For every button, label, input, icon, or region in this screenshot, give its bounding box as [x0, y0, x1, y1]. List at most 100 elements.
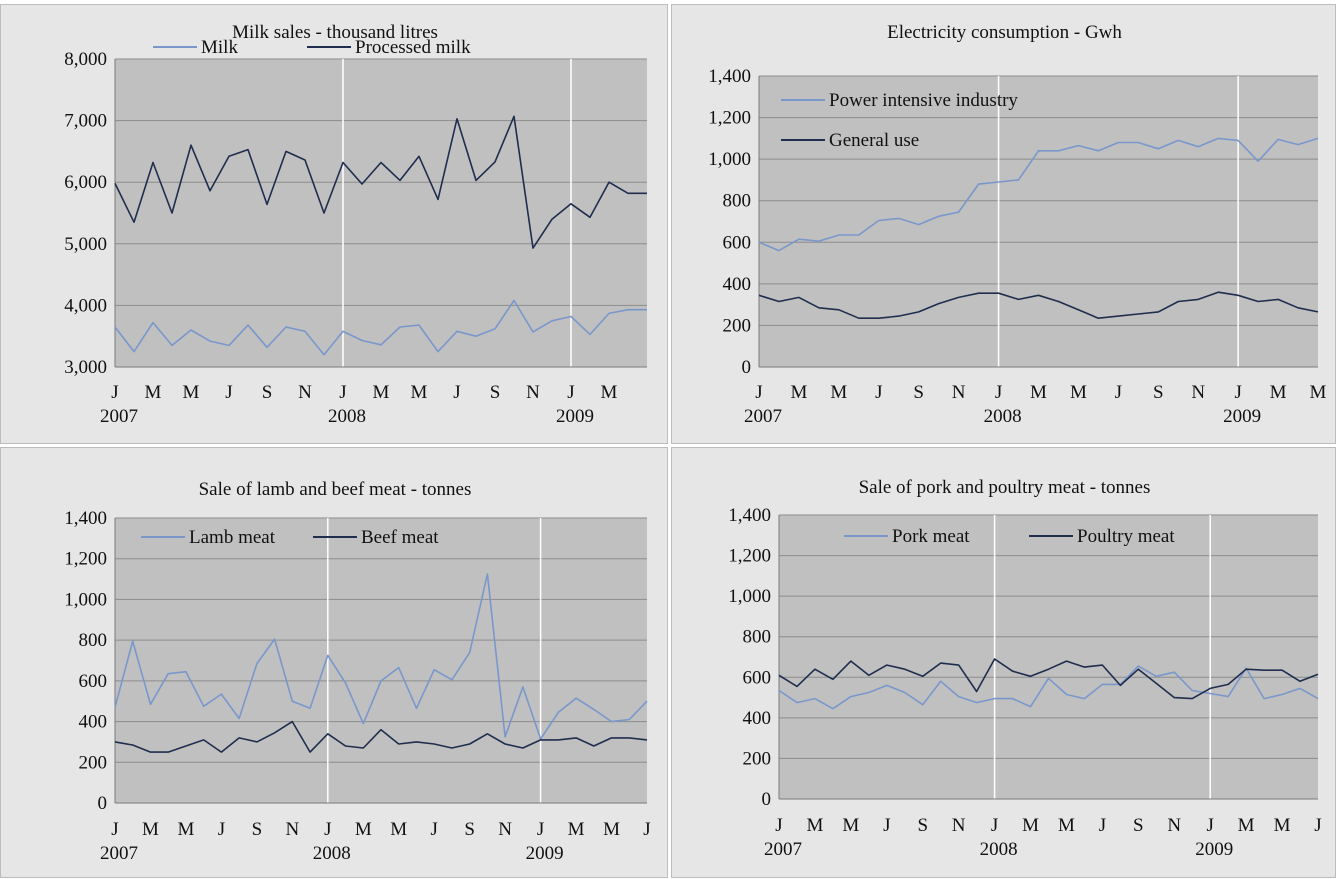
year-label: 2007	[100, 843, 138, 864]
y-tick-label: 1,200	[728, 546, 771, 567]
x-tick-label: N	[498, 819, 512, 840]
x-tick-label: M	[177, 819, 194, 840]
x-tick-label: J	[339, 382, 346, 403]
x-tick-label: M	[568, 819, 585, 840]
x-tick-label: M	[355, 819, 372, 840]
legend-label: Processed milk	[355, 37, 471, 58]
legend-label: Pork meat	[892, 526, 970, 547]
y-tick-label: 800	[723, 191, 752, 212]
x-tick-label: S	[917, 815, 928, 836]
panel-milk: 3,000 4,000 5,000 6,000 7,000 8,000 J M M J S N J M M J…	[0, 4, 668, 444]
chart-title: Sale of pork and poultry meat - tonnes	[859, 477, 1151, 498]
x-tick-label: J	[995, 382, 1002, 403]
y-tick-label: 8,000	[64, 49, 107, 70]
y-tick-label: 0	[762, 789, 772, 810]
x-tick-label: N	[952, 815, 966, 836]
year-label: 2009	[1223, 406, 1261, 427]
x-tick-label: M	[1310, 382, 1327, 403]
x-tick-label: M	[411, 382, 428, 403]
panel-porkpoultry: 0 200 400 600 800 1,000 1,200 1,400 J M M J S N J M M J S N…	[671, 447, 1336, 878]
plot-area	[759, 76, 1318, 367]
y-tick-label: 0	[742, 357, 752, 378]
y-tick-label: 200	[723, 315, 752, 336]
x-tick-label: M	[1058, 815, 1075, 836]
year-label: 2009	[1195, 839, 1233, 860]
x-tick-label: M	[601, 382, 618, 403]
y-tick-label: 200	[743, 748, 772, 769]
y-tick-label: 600	[723, 232, 752, 253]
year-label: 2007	[100, 406, 138, 427]
x-tick-label: M	[1070, 382, 1087, 403]
year-label: 2008	[313, 843, 351, 864]
x-tick-label: J	[111, 382, 118, 403]
x-tick-label: M	[145, 382, 162, 403]
x-tick-label: M	[183, 382, 200, 403]
y-tick-label: 1,400	[708, 66, 751, 87]
series-line-light	[114, 299, 647, 356]
series-line-dark	[758, 291, 1319, 320]
year-label: 2008	[328, 406, 366, 427]
x-tick-label: J	[875, 382, 882, 403]
y-tick-label: 1,000	[708, 149, 751, 170]
x-tick-label: M	[806, 815, 823, 836]
y-tick-label: 3,000	[64, 357, 107, 378]
y-tick-label: 0	[98, 793, 108, 814]
x-tick-label: S	[464, 819, 475, 840]
x-tick-label: J	[1099, 815, 1106, 836]
y-tick-label: 1,200	[708, 108, 751, 129]
chart-electricity: 0 200 400 600 800 1,000 1,200 1,400 J M M J S N J M M J S N…	[708, 22, 1327, 427]
y-tick-label: 1,000	[728, 586, 771, 607]
y-tick-label: 400	[79, 712, 108, 733]
y-tick-label: 4,000	[64, 295, 107, 316]
year-label: 2007	[744, 406, 782, 427]
legend-label: Lamb meat	[189, 527, 276, 548]
x-tick-label: M	[1022, 815, 1039, 836]
x-tick-label: S	[252, 819, 263, 840]
x-tick-label: M	[790, 382, 807, 403]
x-tick-label: J	[643, 819, 650, 840]
plot-area	[115, 59, 647, 367]
series-line-light	[758, 137, 1319, 252]
x-tick-label: N	[285, 819, 299, 840]
x-tick-label: M	[1270, 382, 1287, 403]
y-tick-label: 400	[743, 708, 772, 729]
chart-title: Milk sales - thousand litres	[232, 22, 438, 43]
x-tick-label: M	[1238, 815, 1255, 836]
x-tick-label: J	[453, 382, 460, 403]
legend-label: General use	[829, 130, 919, 151]
x-tick-label: N	[952, 382, 966, 403]
x-tick-label: J	[218, 819, 225, 840]
x-tick-label: M	[373, 382, 390, 403]
x-tick-label: M	[1030, 382, 1047, 403]
legend-label: Beef meat	[361, 527, 439, 548]
series-line-dark	[778, 658, 1319, 700]
x-tick-label: J	[775, 815, 782, 836]
series-line-light	[778, 665, 1319, 710]
x-tick-label: J	[537, 819, 544, 840]
chart-title: Sale of lamb and beef meat - tonnes	[199, 479, 472, 500]
y-tick-label: 1,400	[728, 505, 771, 526]
x-tick-label: M	[603, 819, 620, 840]
x-tick-label: J	[1234, 382, 1241, 403]
y-tick-label: 1,400	[64, 508, 107, 529]
x-tick-label: J	[755, 382, 762, 403]
x-tick-label: S	[1153, 382, 1164, 403]
x-tick-label: N	[1191, 382, 1205, 403]
x-tick-label: N	[298, 382, 312, 403]
x-tick-label: J	[991, 815, 998, 836]
year-label: 2009	[556, 406, 594, 427]
y-tick-label: 7,000	[64, 111, 107, 132]
series-line-light	[114, 573, 648, 740]
y-tick-label: 600	[743, 667, 772, 688]
x-tick-label: J	[1314, 815, 1321, 836]
panel-lambbeef: 0 200 400 600 800 1,000 1,200 1,400 J M M J S N J M M J S N…	[0, 447, 668, 878]
y-tick-label: 5,000	[64, 234, 107, 255]
series-line-dark	[114, 720, 648, 753]
legend-label: Poultry meat	[1077, 526, 1175, 547]
x-tick-label: S	[913, 382, 924, 403]
y-tick-label: 800	[79, 630, 108, 651]
